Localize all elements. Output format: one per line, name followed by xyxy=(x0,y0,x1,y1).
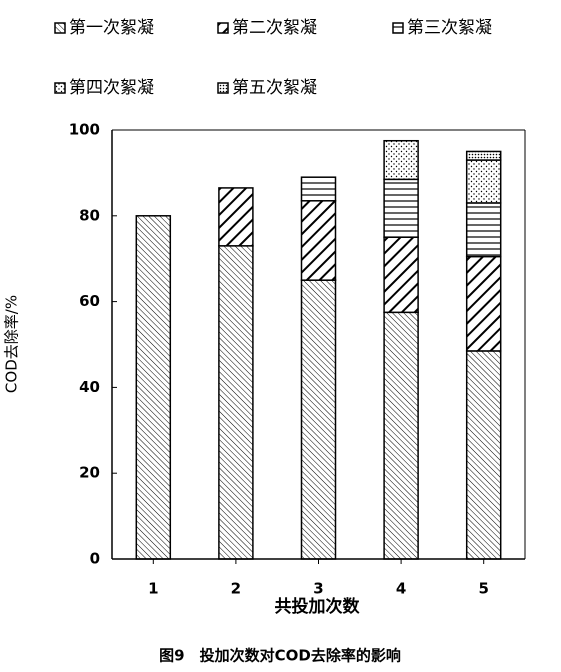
x-tick-label: 4 xyxy=(396,580,406,598)
x-tick-label: 2 xyxy=(231,580,241,598)
legend-swatch xyxy=(54,82,66,94)
caption: 图9 投加次数对COD去除率的影响 xyxy=(159,647,401,665)
bar-segment xyxy=(383,139,419,181)
bar-segment xyxy=(300,176,337,202)
legend-label: 第五次絮凝 xyxy=(232,78,317,98)
legend-label: 第四次絮凝 xyxy=(69,78,154,98)
x-tick-label: 1 xyxy=(148,580,158,598)
y-tick-label: 60 xyxy=(79,292,100,310)
bar-segment xyxy=(465,350,502,560)
x-tick-label: 3 xyxy=(313,580,323,598)
bar-segment xyxy=(465,255,502,352)
y-tick-label: 80 xyxy=(79,206,100,224)
y-tick-label: 100 xyxy=(69,121,100,139)
y-axis-label: COD去除率/% xyxy=(3,295,21,393)
bar-segment xyxy=(383,236,419,314)
bar-segment xyxy=(465,159,502,204)
legend-swatch xyxy=(392,22,404,34)
x-tick-label: 5 xyxy=(478,580,488,598)
y-tick-label: 20 xyxy=(79,464,100,482)
bar-segment xyxy=(218,187,254,247)
bar-segment xyxy=(383,311,419,560)
bar-segment xyxy=(465,202,502,258)
bar-segment xyxy=(465,150,502,161)
legend-label: 第三次絮凝 xyxy=(407,18,492,38)
legend-label: 第一次絮凝 xyxy=(69,18,154,38)
bar-segment xyxy=(135,215,172,560)
bar-segment xyxy=(218,245,254,560)
y-tick-label: 40 xyxy=(79,378,100,396)
bar-segment xyxy=(383,178,419,239)
bar-segment xyxy=(300,200,337,281)
legend-swatch xyxy=(217,82,229,94)
legend-swatch xyxy=(54,22,66,34)
y-tick-label: 0 xyxy=(90,550,100,568)
legend-label: 第二次絮凝 xyxy=(232,18,317,38)
legend-swatch xyxy=(217,22,229,34)
bar-segment xyxy=(300,279,337,560)
x-axis-label: 共投加次数 xyxy=(275,596,361,617)
